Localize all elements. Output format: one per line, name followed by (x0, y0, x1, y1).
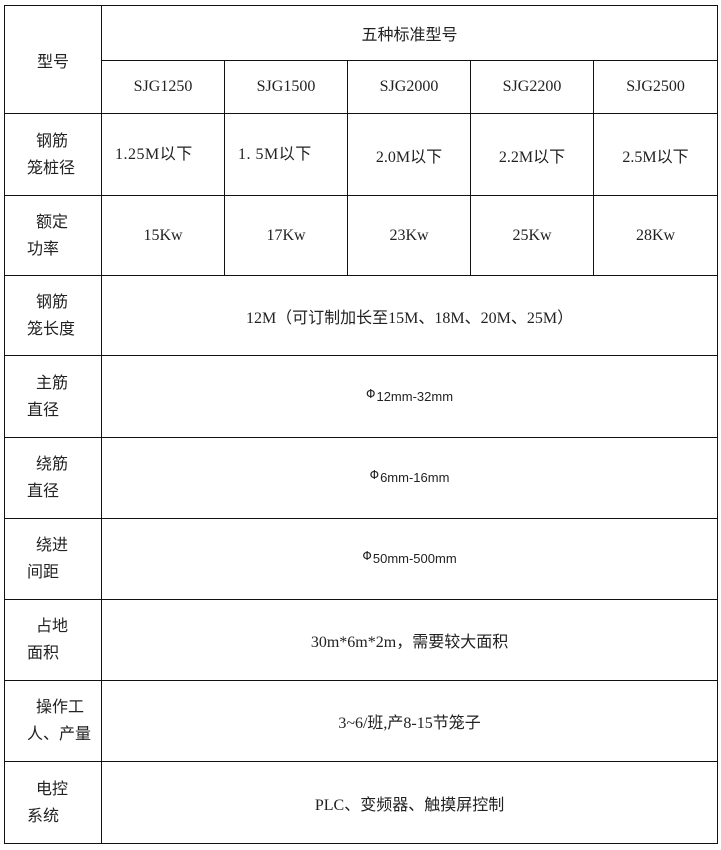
spec-value: 12M（可订制加长至15M、18M、20M、25M） (245, 309, 574, 327)
cage-diameter-cell: 1.25M以下 (101, 113, 225, 196)
power-value: 17Kw (266, 226, 306, 244)
model-name: SJG1500 (256, 78, 316, 95)
row-header: 电控系统 (4, 761, 102, 844)
spec-row: 绕进 间距 Φ50mm-500mm (4, 518, 719, 600)
row-header-line2: 直径 (27, 483, 60, 500)
row-header-line1: 额定 (36, 213, 69, 231)
row-header-line2: 笼长度 (27, 320, 76, 338)
model-header: SJG1500 (224, 60, 348, 114)
phi-symbol: Φ (369, 468, 380, 482)
model-header: SJG2500 (592, 60, 719, 114)
cage-diameter-cell: 1. 5M以下 (224, 113, 348, 196)
cage-diameter-value: 2.5M以下 (622, 148, 689, 166)
row-header-line2: 笼桩径 (27, 159, 76, 177)
spec-row: 主筋 直径 Φ12mm-32mm (4, 355, 719, 438)
spec-row: 钢筋笼长度 12M（可订制加长至15M、18M、20M、25M） (4, 275, 719, 356)
spec-value: PLC、变频器、触摸屏控制 (314, 796, 505, 814)
row-header: 绕筋直径 (4, 437, 102, 519)
model-name: SJG2000 (379, 78, 439, 95)
cage-diameter-value: 2.2M以下 (498, 148, 566, 166)
row-header-line1: 主筋 (36, 374, 69, 392)
spec-value-cell: 30m*6m*2m，需要较大面积 (100, 599, 719, 681)
spec-value: 6mm-16mm (380, 470, 450, 485)
power-value: 23Kw (389, 226, 429, 244)
spec-table: 型号 五种标准型号 SJG1250 SJG1500 SJG2000 SJG2200 SJ… (4, 5, 719, 844)
row-header: 额定功率 (4, 195, 102, 276)
row-header-line1: 钢筋 (36, 132, 69, 150)
spec-row: 电控系统 PLC、变频器、触摸屏控制 (4, 761, 719, 844)
row-header-line1: 操作工 (36, 699, 85, 716)
model-label: 型号 (36, 53, 69, 71)
row-header: 主筋直径 (4, 355, 102, 438)
row-header: 绕进间距 (4, 518, 102, 600)
spec-value: 3~6/班,产8-15节笼子 (338, 715, 481, 732)
cage-diameter-cell: 2.2M以下 (470, 113, 594, 196)
row-header-line1: 占地 (36, 618, 69, 635)
spec-value: 12mm-32mm (376, 388, 454, 404)
row-header-line1: 绕进 (36, 537, 69, 554)
row-header-line2: 面积 (27, 645, 60, 662)
power-value: 15Kw (143, 226, 183, 244)
spec-value: 30m*6m*2m，需要较大面积 (310, 634, 509, 651)
power-cell: 23Kw (347, 195, 471, 276)
row-header-line1: 电控 (36, 780, 69, 798)
row-header: 操作工 人、产量 (4, 680, 102, 762)
phi-symbol: Φ (366, 386, 376, 401)
model-name: SJG1250 (133, 78, 193, 95)
power-cell: 28Kw (592, 195, 719, 276)
model-header: SJG2000 (347, 60, 471, 114)
power-cell: 15Kw (101, 195, 225, 276)
phi-symbol: Φ (362, 549, 372, 563)
spec-value-cell: Φ6mm-16mm (100, 437, 719, 519)
spec-value-cell: 3~6/班,产8-15节笼子 (100, 680, 719, 762)
model-name: SJG2500 (626, 78, 685, 95)
power-cell: 25Kw (470, 195, 594, 276)
cage-diameter-value: 1.25M以下 (115, 146, 193, 163)
model-label-cell: 型号 (4, 5, 102, 114)
spec-value: 50mm-500mm (372, 551, 457, 566)
power-cell: 17Kw (224, 195, 348, 276)
row-header-line2: 人、产量 (27, 726, 92, 743)
power-value: 28Kw (635, 226, 676, 244)
power-value: 25Kw (512, 226, 552, 244)
spec-row: 绕筋 直径 Φ6mm-16mm (4, 437, 719, 519)
spec-value-cell: Φ50mm-500mm (100, 518, 719, 600)
cage-diameter-value: 1. 5M以下 (238, 146, 312, 163)
spec-row: 操作工人、产量 3~6/班,产8-15节笼子 (4, 680, 719, 762)
cage-diameter-cell: 2.5M以下 (592, 113, 719, 196)
cage-diameter-cell: 2.0M以下 (347, 113, 471, 196)
row-header: 钢筋 笼长度 (4, 275, 102, 356)
group-title: 五种标准型号 (361, 27, 458, 44)
row-header-line2: 直径 (27, 401, 60, 419)
model-header: SJG1250 (101, 60, 225, 114)
model-header: SJG2200 (470, 60, 594, 114)
row-header-line2: 功率 (27, 240, 60, 258)
row-header-line1: 钢筋 (36, 293, 69, 311)
row-header-line2: 系统 (27, 807, 60, 825)
group-title-cell: 五种标准型号 (100, 5, 719, 61)
row-header-line1: 绕筋 (36, 456, 69, 473)
spec-value-cell: Φ12mm-32mm (100, 355, 719, 438)
spec-value-cell: 12M（可订制加长至15M、18M、20M、25M） (100, 275, 719, 356)
row-header-line2: 间距 (27, 564, 60, 581)
model-name: SJG2200 (502, 78, 562, 95)
row-header: 钢筋 笼桩径 (4, 113, 102, 196)
row-header: 占地面积 (4, 599, 102, 681)
spec-row: 占地面积 30m*6m*2m，需要较大面积 (4, 599, 719, 681)
cage-diameter-value: 2.0M以下 (375, 148, 443, 166)
spec-value-cell: PLC、变频器、触摸屏控制 (100, 761, 719, 844)
